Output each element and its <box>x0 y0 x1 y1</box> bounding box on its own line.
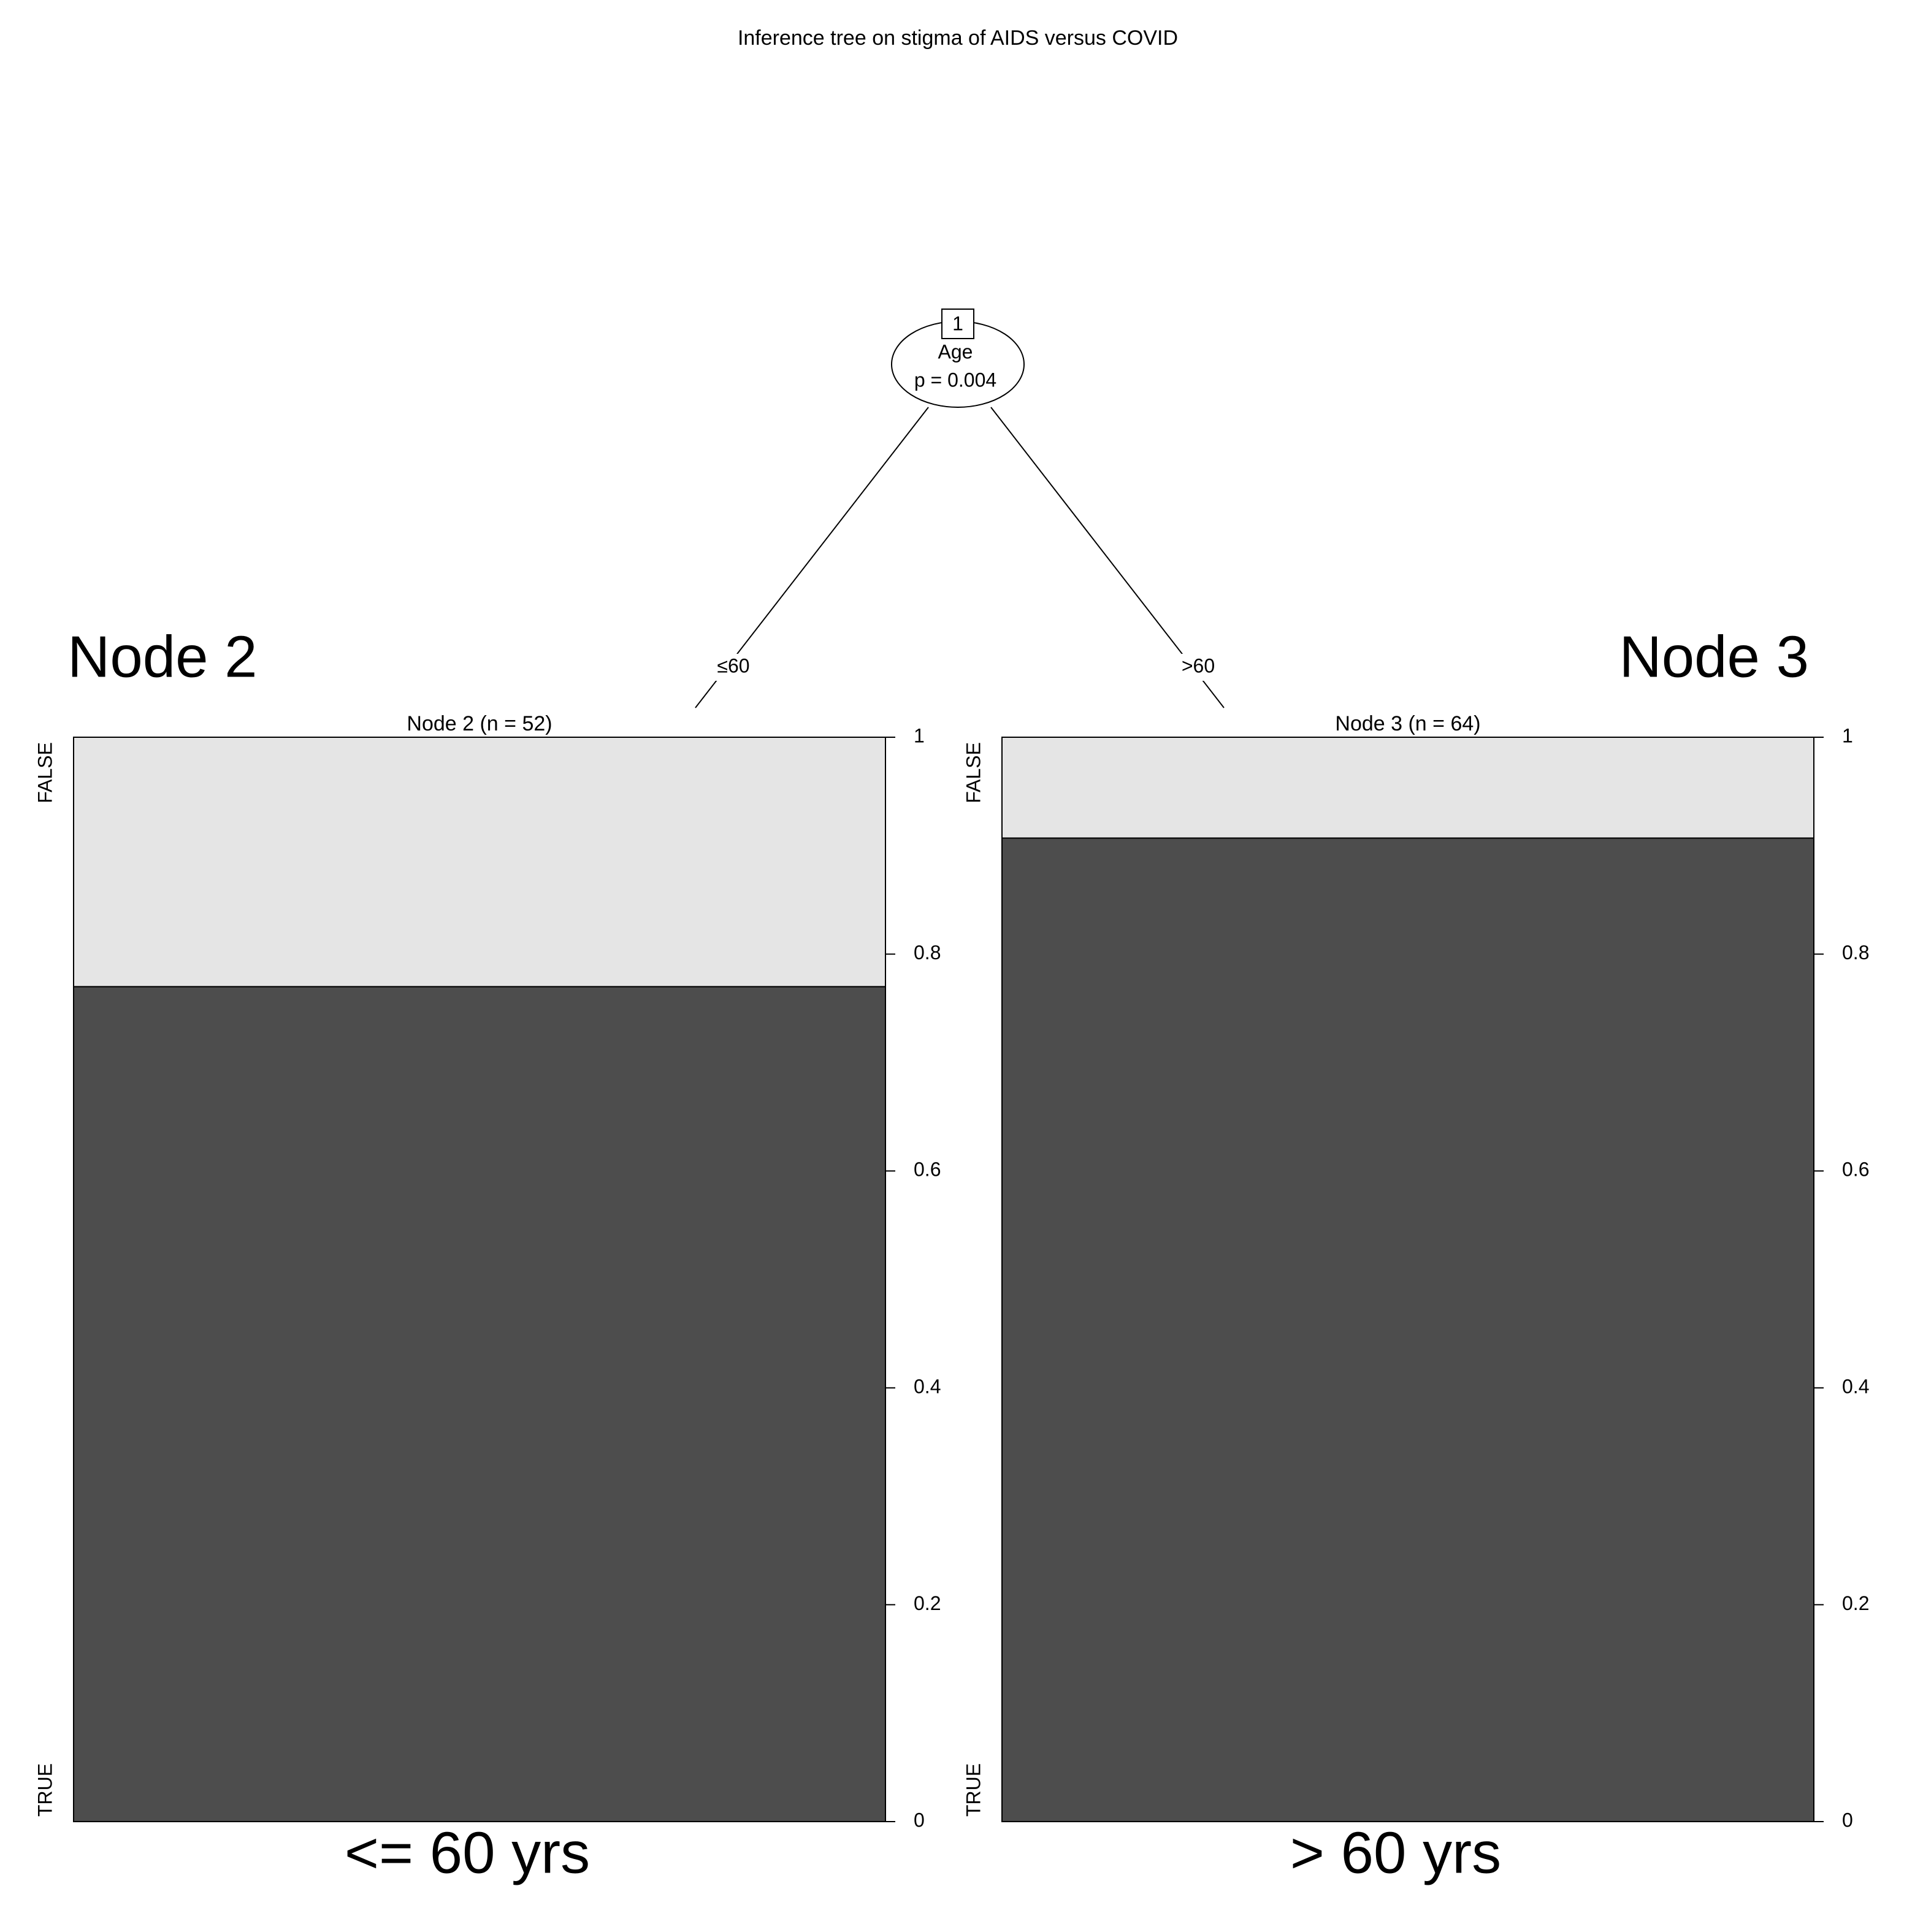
bar-segment <box>73 986 886 1822</box>
node-annotation: Node 3 <box>1619 624 1809 689</box>
edge-label: ≤60 <box>717 654 749 677</box>
class-label: TRUE <box>962 1763 984 1817</box>
x-axis-label: > 60 yrs <box>1290 1820 1501 1885</box>
node-id-box <box>941 309 974 339</box>
bar-segment <box>73 737 886 987</box>
y-tick-label: 1 <box>914 724 925 746</box>
y-tick-label: 1 <box>1842 724 1853 746</box>
label-bg <box>1171 654 1225 681</box>
label-bg <box>706 654 760 681</box>
y-tick-label: 0.2 <box>914 1592 941 1614</box>
y-tick-label: 0.8 <box>914 941 941 964</box>
class-label: TRUE <box>34 1763 56 1817</box>
edge-label: >60 <box>1182 654 1215 677</box>
y-tick-label: 0.4 <box>1842 1375 1869 1397</box>
y-tick-label: 0.8 <box>1842 941 1869 964</box>
y-tick-label: 0.2 <box>1842 1592 1869 1614</box>
node-id: 1 <box>952 312 963 334</box>
split-variable: Age <box>938 340 973 362</box>
y-tick-label: 0.4 <box>914 1375 941 1397</box>
y-tick-label: 0.6 <box>1842 1159 1869 1181</box>
node-annotation: Node 2 <box>67 624 258 689</box>
y-tick-label: 0 <box>1842 1809 1853 1831</box>
x-axis-label: <= 60 yrs <box>345 1820 590 1885</box>
bar-segment <box>1001 837 1814 1822</box>
y-tick-label: 0 <box>914 1809 925 1831</box>
y-tick-label: 0.6 <box>914 1159 941 1181</box>
chart-title: Inference tree on stigma of AIDS versus … <box>738 26 1178 50</box>
class-label: FALSE <box>962 742 984 803</box>
bar-segment <box>1001 737 1814 839</box>
plot-frame <box>73 737 886 1822</box>
p-value: p = 0.004 <box>914 369 996 391</box>
class-label: FALSE <box>34 742 56 803</box>
node-title: Node 2 (n = 52) <box>407 712 552 735</box>
plot-frame <box>1001 737 1814 1822</box>
node-title: Node 3 (n = 64) <box>1335 712 1480 735</box>
